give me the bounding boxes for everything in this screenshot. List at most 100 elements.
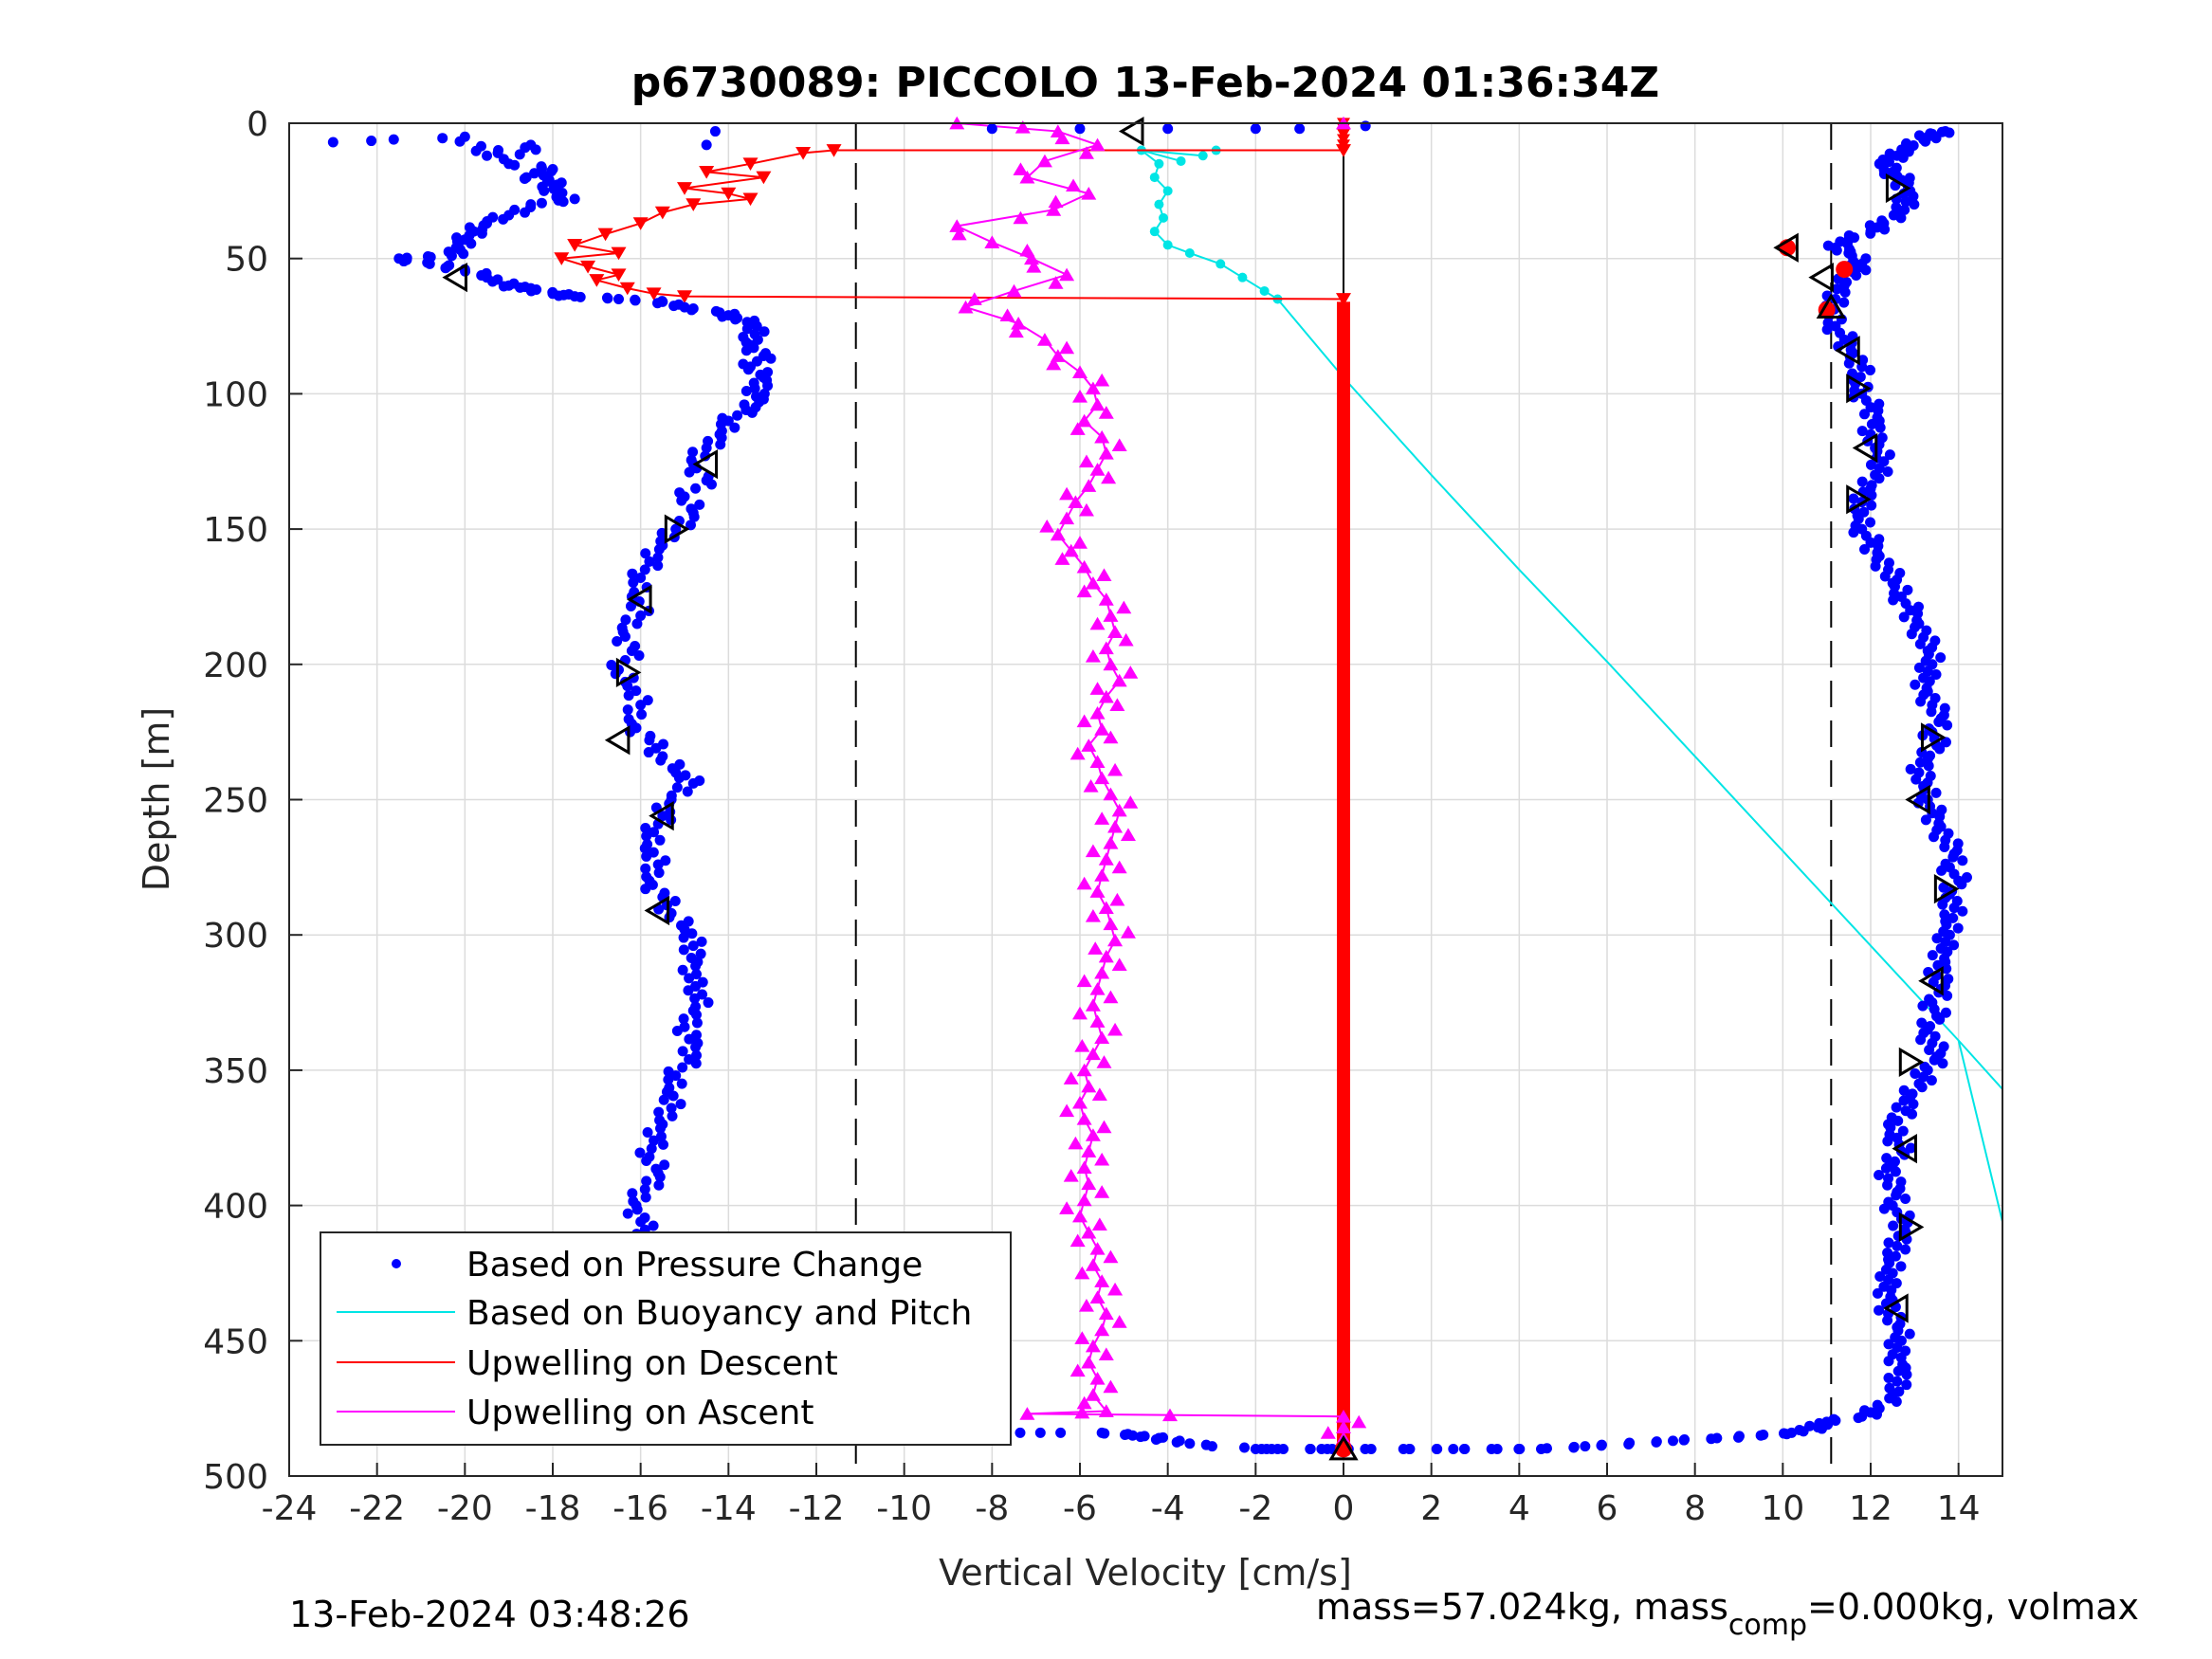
- ascent-marker: [1103, 609, 1119, 622]
- ascent-marker: [1096, 1055, 1112, 1068]
- open-triangle-marker: [1892, 1134, 1917, 1164]
- ascent-marker: [1063, 543, 1079, 557]
- pressure-point: [659, 1159, 670, 1171]
- ascent-marker: [1098, 592, 1114, 606]
- ascent-marker: [1094, 1185, 1110, 1198]
- pressure-point: [732, 410, 743, 421]
- ascent-marker: [1094, 1322, 1110, 1337]
- ascent-marker: [1107, 1282, 1124, 1296]
- descent-marker: [646, 287, 662, 301]
- pressure-point: [635, 700, 647, 711]
- x-tick-label: -10: [876, 1489, 932, 1528]
- ascent-marker: [1111, 860, 1127, 874]
- ascent-marker: [1109, 892, 1125, 906]
- ascent-marker: [1054, 131, 1070, 145]
- open-triangle-marker: [1118, 116, 1144, 147]
- descent-marker: [826, 144, 842, 157]
- pressure-point: [742, 364, 754, 375]
- ascent-marker: [1069, 1233, 1086, 1248]
- descent-marker: [742, 157, 759, 172]
- pressure-point: [1856, 476, 1868, 487]
- ascent-marker: [1039, 520, 1055, 533]
- pressure-point: [1898, 611, 1910, 623]
- ascent-marker: [1015, 120, 1031, 134]
- pressure-point: [1865, 517, 1876, 528]
- ascent-marker: [1046, 356, 1062, 371]
- pressure-point: [1206, 1441, 1217, 1452]
- pressure-point: [1892, 1240, 1903, 1251]
- ascent-marker: [1098, 689, 1114, 703]
- pressure-point: [1034, 1427, 1046, 1438]
- pressure-point: [741, 323, 753, 335]
- pressure-point: [1711, 1432, 1723, 1444]
- ascent-marker: [1103, 835, 1119, 849]
- buoyancy-point: [1259, 285, 1270, 296]
- pressure-point: [1542, 1443, 1553, 1454]
- pressure-point: [1872, 1287, 1883, 1299]
- pressure-point: [1884, 449, 1895, 461]
- ascent-marker: [1107, 625, 1124, 638]
- pressure-point: [1864, 220, 1875, 231]
- pressure-point: [1942, 990, 1953, 1001]
- ascent-marker: [1094, 1152, 1110, 1166]
- pressure-point: [1897, 1125, 1909, 1137]
- pressure-point: [675, 1099, 686, 1110]
- ascent-marker: [1094, 1030, 1110, 1045]
- ascent-marker: [1085, 998, 1101, 1012]
- pressure-point: [1250, 123, 1261, 135]
- pressure-point: [652, 298, 664, 309]
- x-tick-label: -2: [1238, 1489, 1272, 1528]
- buoyancy-point: [1149, 173, 1160, 183]
- ascent-marker: [1072, 390, 1088, 403]
- ascent-marker: [1059, 267, 1075, 282]
- pressure-point: [1925, 1021, 1936, 1032]
- pressure-point: [701, 442, 712, 453]
- pressure-point: [1804, 1420, 1816, 1431]
- pressure-point: [1860, 253, 1872, 264]
- pressure-point: [1404, 1443, 1416, 1454]
- ascent-marker: [1120, 828, 1136, 842]
- pressure-point: [709, 126, 721, 137]
- pressure-point: [1074, 123, 1086, 135]
- open-triangle-marker: [664, 514, 690, 544]
- pressure-point: [498, 281, 509, 292]
- ascent-marker: [1081, 187, 1097, 200]
- buoyancy-point: [1216, 259, 1226, 269]
- pressure-point: [1893, 1386, 1905, 1397]
- pressure-point: [639, 843, 650, 854]
- pressure-point: [623, 690, 634, 702]
- ascent-marker: [1098, 446, 1114, 460]
- pressure-point: [1305, 1443, 1316, 1454]
- pressure-point: [682, 786, 693, 797]
- pressure-point: [1952, 838, 1964, 849]
- pressure-point: [1828, 1413, 1839, 1425]
- pressure-point: [1940, 858, 1951, 869]
- pressure-point: [1904, 1328, 1915, 1340]
- pressure-point: [610, 668, 621, 680]
- pressure-point: [648, 1220, 659, 1231]
- pressure-point: [1886, 1112, 1897, 1123]
- open-triangle-marker: [604, 725, 631, 756]
- pressure-point: [658, 1139, 669, 1150]
- ascent-marker: [1011, 316, 1027, 330]
- ascent-marker: [1068, 1136, 1084, 1150]
- ascent-marker: [1336, 1410, 1351, 1423]
- pressure-point: [641, 1156, 652, 1167]
- ascent-marker: [1085, 1258, 1101, 1271]
- ascent-marker: [1072, 1209, 1088, 1223]
- pressure-point: [765, 353, 777, 364]
- ascent-marker: [1096, 568, 1112, 582]
- ascent-marker: [1089, 463, 1106, 476]
- open-triangle-marker: [1835, 336, 1860, 366]
- buoyancy-point: [1184, 247, 1195, 258]
- ascent-marker: [1019, 170, 1035, 184]
- pressure-point: [690, 960, 702, 972]
- open-triangle-marker: [442, 263, 467, 293]
- pressure-point: [701, 139, 712, 151]
- pressure-point: [1162, 123, 1174, 135]
- pressure-point: [1171, 1436, 1182, 1448]
- pressure-point: [1940, 1007, 1951, 1018]
- x-tick-label: -8: [975, 1489, 1009, 1528]
- open-triangle-marker: [692, 448, 719, 480]
- open-triangle-marker: [1328, 1434, 1359, 1461]
